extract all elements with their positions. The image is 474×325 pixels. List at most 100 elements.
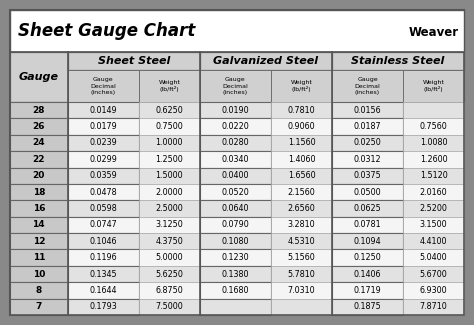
- Text: Sheet Gauge Chart: Sheet Gauge Chart: [18, 22, 195, 40]
- Bar: [200, 299, 271, 315]
- Text: Galvanized Steel: Galvanized Steel: [213, 56, 319, 66]
- Bar: [332, 102, 403, 118]
- Text: 0.0359: 0.0359: [90, 171, 117, 180]
- Text: 0.1080: 0.1080: [222, 237, 249, 246]
- Bar: [200, 217, 271, 233]
- Bar: [139, 118, 200, 135]
- Bar: [139, 135, 200, 151]
- Bar: [403, 168, 464, 184]
- Bar: [68, 52, 200, 70]
- Bar: [10, 299, 68, 315]
- Bar: [139, 217, 200, 233]
- Bar: [271, 184, 332, 200]
- Bar: [271, 250, 332, 266]
- Text: 0.1094: 0.1094: [354, 237, 382, 246]
- Bar: [200, 52, 332, 70]
- Bar: [403, 266, 464, 282]
- Text: 0.1196: 0.1196: [90, 253, 117, 262]
- Text: Weight
(lb/ft²): Weight (lb/ft²): [158, 80, 180, 92]
- Text: 0.0299: 0.0299: [90, 155, 117, 164]
- Bar: [10, 217, 68, 233]
- Text: 0.0280: 0.0280: [222, 138, 249, 148]
- Bar: [200, 266, 271, 282]
- Text: 7.5000: 7.5000: [155, 302, 183, 311]
- Text: 0.0312: 0.0312: [354, 155, 382, 164]
- Bar: [332, 200, 403, 217]
- Text: 1.2500: 1.2500: [155, 155, 183, 164]
- Bar: [332, 266, 403, 282]
- Text: Gauge
Decimal
(inches): Gauge Decimal (inches): [223, 77, 248, 95]
- Bar: [271, 102, 332, 118]
- Text: 0.0250: 0.0250: [354, 138, 382, 148]
- Text: 22: 22: [33, 155, 45, 164]
- Text: 3.2810: 3.2810: [288, 220, 315, 229]
- Text: 5.0000: 5.0000: [155, 253, 183, 262]
- Text: 2.5200: 2.5200: [419, 204, 447, 213]
- Bar: [139, 102, 200, 118]
- Bar: [139, 282, 200, 299]
- Bar: [332, 282, 403, 299]
- Bar: [10, 102, 68, 118]
- Bar: [403, 151, 464, 168]
- Text: 2.1560: 2.1560: [288, 188, 315, 197]
- Text: 7.0310: 7.0310: [288, 286, 315, 295]
- Text: 0.1230: 0.1230: [222, 253, 249, 262]
- Bar: [403, 217, 464, 233]
- Bar: [332, 168, 403, 184]
- Bar: [271, 168, 332, 184]
- Text: 0.0598: 0.0598: [90, 204, 117, 213]
- Bar: [200, 118, 271, 135]
- Bar: [68, 135, 139, 151]
- Bar: [332, 70, 403, 102]
- Bar: [200, 250, 271, 266]
- Bar: [139, 151, 200, 168]
- Bar: [200, 200, 271, 217]
- Bar: [271, 70, 332, 102]
- Bar: [271, 135, 332, 151]
- Bar: [200, 233, 271, 250]
- Bar: [403, 299, 464, 315]
- Bar: [68, 102, 139, 118]
- Text: 0.0625: 0.0625: [354, 204, 382, 213]
- Text: Weight
(lb/ft²): Weight (lb/ft²): [291, 80, 312, 92]
- Text: 0.0220: 0.0220: [221, 122, 249, 131]
- Bar: [10, 118, 68, 135]
- Text: 28: 28: [33, 106, 45, 115]
- Text: 2.6560: 2.6560: [288, 204, 315, 213]
- Bar: [139, 70, 200, 102]
- Text: 12: 12: [33, 237, 45, 246]
- Bar: [68, 266, 139, 282]
- Text: Weaver: Weaver: [409, 27, 459, 40]
- Text: 0.1793: 0.1793: [90, 302, 117, 311]
- Bar: [271, 151, 332, 168]
- Bar: [10, 250, 68, 266]
- Bar: [403, 233, 464, 250]
- Text: Stainless Steel: Stainless Steel: [351, 56, 445, 66]
- Text: 0.0149: 0.0149: [90, 106, 117, 115]
- Text: 5.7810: 5.7810: [288, 269, 315, 279]
- Text: 1.6560: 1.6560: [288, 171, 315, 180]
- Text: 1.1560: 1.1560: [288, 138, 315, 148]
- Bar: [332, 52, 464, 70]
- Text: 18: 18: [33, 188, 45, 197]
- Bar: [68, 118, 139, 135]
- Bar: [200, 282, 271, 299]
- Text: Gauge
Decimal
(inches): Gauge Decimal (inches): [355, 77, 381, 95]
- Bar: [403, 282, 464, 299]
- Bar: [332, 250, 403, 266]
- Text: 0.0187: 0.0187: [354, 122, 382, 131]
- Bar: [271, 217, 332, 233]
- Bar: [271, 299, 332, 315]
- Bar: [200, 168, 271, 184]
- Text: 2.0000: 2.0000: [155, 188, 183, 197]
- Text: 0.1250: 0.1250: [354, 253, 382, 262]
- Text: 0.1875: 0.1875: [354, 302, 382, 311]
- Text: 0.7810: 0.7810: [288, 106, 315, 115]
- Text: Gauge
Decimal
(inches): Gauge Decimal (inches): [91, 77, 116, 95]
- Bar: [139, 200, 200, 217]
- Bar: [68, 151, 139, 168]
- Text: 7.8710: 7.8710: [419, 302, 447, 311]
- Bar: [271, 200, 332, 217]
- Text: 0.1644: 0.1644: [90, 286, 117, 295]
- Bar: [403, 135, 464, 151]
